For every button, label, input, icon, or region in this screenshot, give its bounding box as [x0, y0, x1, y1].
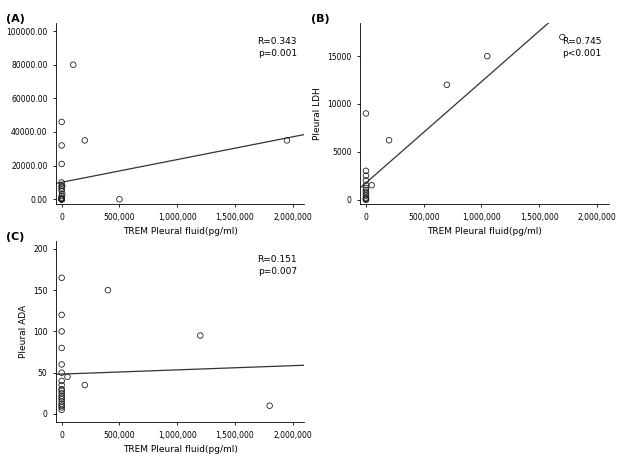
Point: [57, 118, 66, 126]
Point: [57, 196, 66, 203]
Point: [57, 196, 66, 203]
Point: [57, 394, 66, 401]
Point: [361, 177, 371, 184]
Point: [442, 81, 452, 89]
Point: [57, 182, 67, 189]
Point: [57, 187, 66, 194]
Point: [57, 392, 66, 400]
Point: [57, 385, 66, 393]
Point: [57, 387, 66, 395]
Point: [57, 196, 66, 203]
Point: [57, 406, 66, 414]
Point: [57, 196, 66, 203]
Point: [57, 404, 66, 411]
Point: [57, 402, 66, 410]
Point: [57, 192, 66, 199]
Point: [361, 167, 371, 174]
Point: [361, 182, 371, 189]
Point: [367, 182, 377, 189]
Point: [57, 195, 66, 202]
Point: [57, 390, 66, 397]
Point: [57, 194, 66, 201]
Point: [57, 191, 67, 198]
X-axis label: TREM Pleural fluid(pg/ml): TREM Pleural fluid(pg/ml): [427, 227, 542, 236]
Point: [57, 179, 66, 186]
Point: [361, 190, 371, 197]
Point: [80, 137, 90, 144]
Point: [361, 110, 371, 117]
Point: [57, 274, 66, 281]
Y-axis label: Pleural ADA: Pleural ADA: [19, 305, 27, 358]
Point: [103, 286, 113, 294]
Point: [361, 195, 371, 202]
Point: [361, 186, 371, 193]
Point: [483, 53, 492, 60]
Point: [63, 373, 73, 380]
Y-axis label: Pleural LDH: Pleural LDH: [313, 87, 322, 140]
X-axis label: TREM Pleural fluid(pg/ml): TREM Pleural fluid(pg/ml): [123, 445, 237, 454]
Point: [361, 196, 371, 203]
Point: [57, 377, 66, 385]
Text: (A): (A): [6, 14, 25, 24]
Point: [361, 188, 371, 196]
Point: [68, 61, 78, 69]
Point: [57, 160, 66, 168]
Text: R=0.745
p<0.001: R=0.745 p<0.001: [561, 37, 601, 58]
Point: [361, 192, 371, 199]
Point: [57, 184, 66, 191]
Point: [196, 332, 206, 339]
Y-axis label: PMNcount: PMNcount: [0, 91, 1, 136]
Point: [361, 194, 371, 201]
Text: R=0.151
p=0.007: R=0.151 p=0.007: [257, 255, 297, 276]
Text: R=0.343
p=0.001: R=0.343 p=0.001: [257, 37, 297, 58]
Point: [114, 196, 124, 203]
Text: (B): (B): [310, 14, 329, 24]
Point: [80, 381, 90, 389]
Point: [57, 186, 66, 193]
Point: [57, 196, 66, 203]
Point: [57, 196, 66, 203]
Point: [361, 184, 371, 192]
Point: [57, 369, 66, 376]
Point: [265, 402, 274, 410]
Text: (C): (C): [6, 232, 25, 242]
Point: [57, 196, 66, 203]
Point: [384, 137, 394, 144]
Point: [57, 196, 66, 203]
Point: [57, 395, 66, 403]
Point: [57, 381, 66, 389]
Point: [361, 196, 371, 203]
Point: [57, 182, 66, 189]
Point: [361, 196, 371, 203]
Point: [57, 328, 66, 335]
Point: [57, 400, 66, 408]
Point: [57, 398, 66, 405]
Point: [558, 34, 568, 41]
Point: [57, 142, 66, 149]
Point: [57, 311, 66, 319]
Point: [361, 172, 371, 179]
Point: [57, 361, 66, 368]
X-axis label: TREM Pleural fluid(pg/ml): TREM Pleural fluid(pg/ml): [123, 227, 237, 236]
Point: [282, 137, 292, 144]
Point: [57, 344, 66, 351]
Point: [57, 196, 66, 203]
